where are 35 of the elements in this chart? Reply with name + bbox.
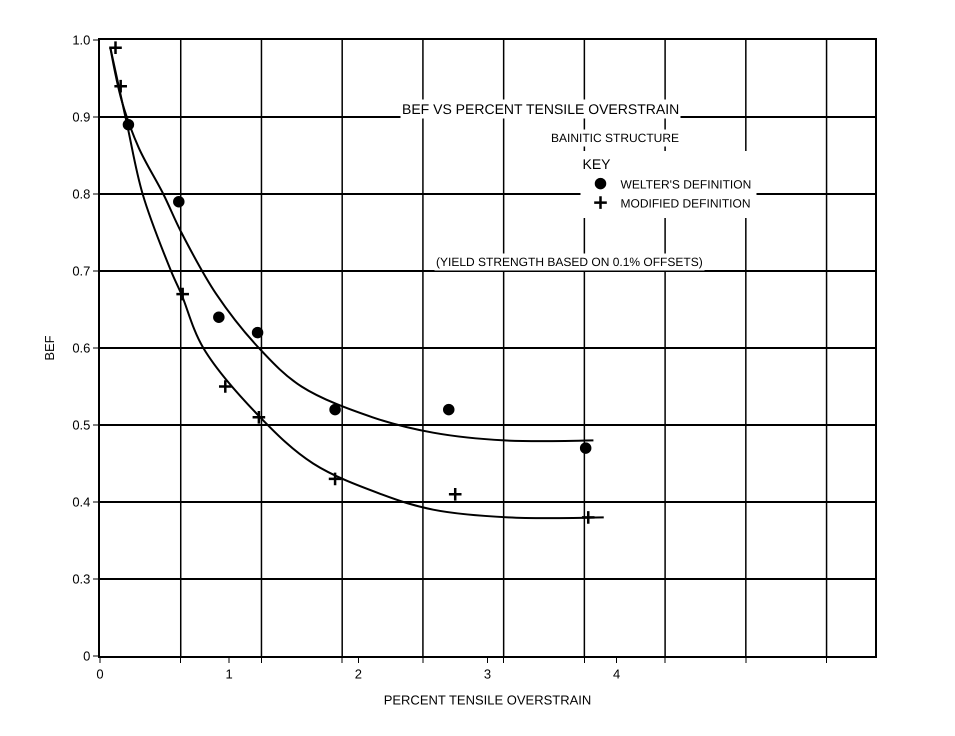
point (580, 442, 592, 454)
y-tick-label: 0.4 (72, 494, 90, 510)
x-tick-label: 4 (613, 666, 620, 682)
y-tick-label: 0 (83, 648, 90, 664)
y-tick-label: 0.3 (72, 572, 90, 587)
point (175, 286, 190, 302)
x-tick-label: 0 (96, 666, 104, 682)
x-tick-label: 1 (226, 666, 233, 682)
point (448, 486, 463, 502)
point (173, 196, 185, 208)
legend-title: KEY (582, 156, 612, 172)
y-tick-label: 0.8 (72, 186, 90, 202)
y-tick-label: 0.9 (72, 110, 90, 125)
point (580, 510, 596, 525)
annotation: (YIELD STRENGTH BASED ON 0.1% OFFSETS) (436, 255, 703, 269)
y-tick-label: 0.7 (72, 264, 90, 279)
y-tick-label: 0.6 (72, 340, 90, 356)
point (329, 404, 341, 416)
y-tick-label: 0.5 (72, 418, 90, 433)
y-axis-title: BEF (42, 335, 57, 361)
x-tick-label: 2 (354, 666, 362, 682)
point (251, 410, 266, 425)
y-tick-label: 1.0 (72, 32, 90, 48)
point (443, 404, 454, 416)
x-axis-title: PERCENT TENSILE OVERSTRAIN (384, 692, 592, 708)
text: BEF VS PERCENT TENSILE OVERSTRAIN (402, 101, 680, 117)
legend-label: WELTER'S DEFINITION (620, 177, 752, 192)
point (213, 311, 225, 323)
x-tick-label: 3 (484, 666, 492, 682)
point (328, 471, 343, 486)
point (113, 78, 128, 94)
legend-label: MODIFIED DEFINITION (620, 196, 750, 210)
text: BAINITIC STRUCTURE (551, 131, 680, 145)
point (218, 378, 233, 394)
point (252, 326, 264, 338)
